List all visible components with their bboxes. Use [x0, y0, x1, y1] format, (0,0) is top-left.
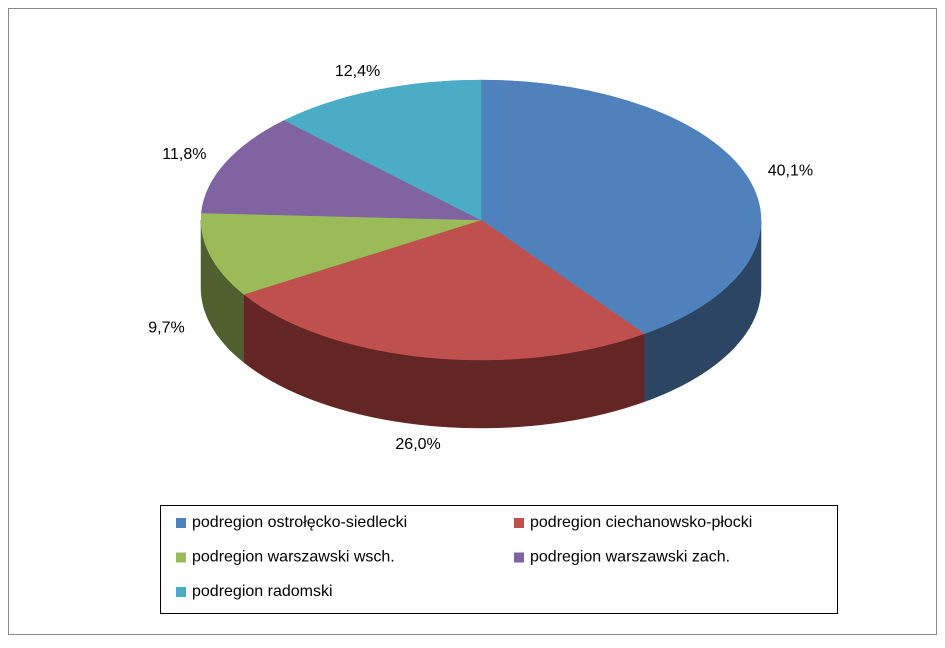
legend-label: podregion warszawski wsch. [192, 549, 395, 566]
slice [200, 212, 482, 295]
legend-swatch [176, 552, 186, 563]
legend-swatch [176, 518, 186, 528]
legend-label: podregion ciechanowsko-płocki [530, 514, 752, 531]
legend-label: podregion warszawski zach. [530, 549, 730, 566]
legend-label: podregion radomski [192, 583, 333, 600]
data-label: 26,0% [395, 436, 440, 453]
legend-box [160, 505, 838, 614]
legend-swatch [514, 518, 524, 528]
slice [201, 120, 482, 221]
data-label: 40,1% [768, 162, 813, 179]
data-label: 9,7% [148, 319, 184, 336]
legend-swatch [514, 552, 524, 563]
slice [243, 219, 645, 361]
slice [480, 79, 762, 335]
legend-swatch [176, 587, 186, 597]
data-label: 11,8% [162, 146, 206, 163]
slice [283, 79, 482, 221]
legend-label: podregion ostrołęcko-siedlecki [192, 514, 407, 531]
data-label: 12,4% [335, 63, 380, 80]
